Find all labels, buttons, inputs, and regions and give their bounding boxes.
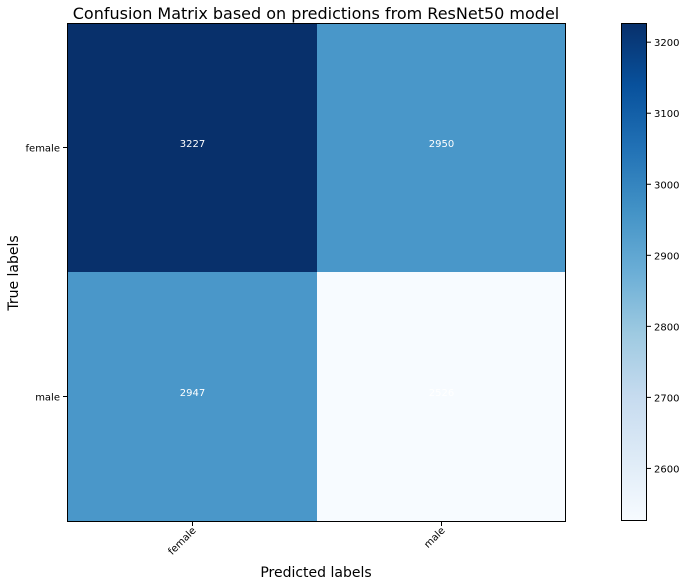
cell-value-label: 3227 bbox=[180, 139, 205, 150]
colorbar bbox=[621, 23, 647, 521]
heatmap-cells: 3227 2950 2947 2526 bbox=[68, 23, 566, 521]
x-tick-label: female bbox=[166, 525, 198, 557]
heatmap-cell bbox=[317, 23, 566, 272]
colorbar-tick-label: 2800 bbox=[654, 322, 679, 333]
colorbar-tick-label: 3100 bbox=[654, 109, 679, 120]
heatmap-cell bbox=[317, 272, 566, 521]
x-axis-ticks: female male bbox=[166, 522, 448, 558]
colorbar-tick-label: 2600 bbox=[654, 464, 679, 475]
colorbar-tick-label: 2900 bbox=[654, 251, 679, 262]
heatmap-cell bbox=[68, 23, 317, 272]
heatmap-cell bbox=[68, 272, 317, 521]
colorbar-tick-label: 3200 bbox=[654, 38, 679, 49]
y-axis-ticks: female male bbox=[26, 144, 67, 404]
y-tick-label: female bbox=[26, 144, 60, 155]
x-axis-label: Predicted labels bbox=[260, 565, 371, 581]
cell-value-label: 2947 bbox=[180, 388, 205, 399]
chart-title: Confusion Matrix based on predictions fr… bbox=[73, 4, 559, 23]
colorbar-tick-label: 3000 bbox=[654, 180, 679, 191]
cell-value-label: 2526 bbox=[429, 388, 454, 399]
plot-frame bbox=[67, 23, 566, 522]
colorbar-frame bbox=[621, 23, 647, 521]
y-axis-label: True labels bbox=[6, 235, 22, 311]
colorbar-ticks: 2600 2700 2800 2900 3000 3100 3200 bbox=[647, 38, 679, 475]
y-tick-label: male bbox=[35, 393, 60, 404]
x-tick-label: male bbox=[422, 525, 447, 550]
colorbar-tick-label: 2700 bbox=[654, 393, 679, 404]
cell-value-label: 2950 bbox=[429, 139, 454, 150]
